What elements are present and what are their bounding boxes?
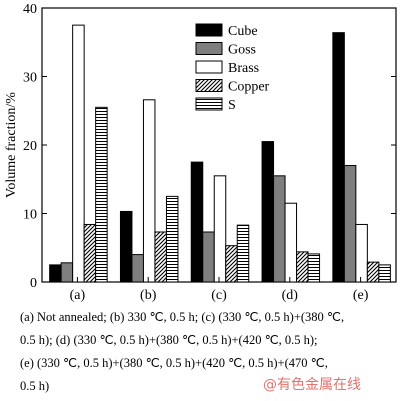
x-tick-label: (a) (70, 288, 86, 303)
y-tick-label: 40 (23, 2, 37, 17)
bar-copper-1 (154, 231, 167, 283)
bar-copper-4 (366, 261, 380, 283)
y-axis-label: Volume fraction/% (4, 92, 19, 198)
y-tick-label: 0 (30, 276, 37, 291)
legend-swatch-cube (195, 23, 223, 37)
bar-goss-4 (343, 165, 357, 283)
bar-s-4 (378, 264, 391, 283)
bar-brass-4 (355, 223, 368, 283)
caption-line-4: 0.5 h) (20, 379, 50, 393)
legend-swatch-brass (195, 60, 223, 74)
bar-s-2 (236, 224, 250, 283)
bar-brass-1 (142, 99, 156, 283)
x-tick-label: (d) (282, 288, 299, 303)
y-axis: 0 10 20 30 40 (23, 2, 396, 291)
x-tick-label: (b) (140, 288, 157, 303)
bar-goss-2 (202, 231, 215, 283)
bar-copper-2 (225, 245, 238, 283)
bar-copper-0 (83, 223, 97, 283)
bar-s-1 (165, 195, 179, 283)
legend-label-cube: Cube (228, 24, 258, 39)
bar-s-0 (95, 106, 108, 283)
bar-goss-3 (273, 175, 286, 283)
legend-swatch-s (195, 97, 223, 111)
caption-line-2: 0.5 h); (d) (330 ℃, 0.5 h)+(380 ℃, 0.5 h… (20, 333, 318, 347)
bar-brass-0 (72, 24, 85, 283)
legend-label-brass: Brass (228, 61, 259, 76)
x-axis: (a) (b) (c) (d) (e) (70, 277, 369, 303)
x-tick-label: (c) (211, 288, 227, 303)
legend-label-copper: Copper (228, 80, 270, 95)
y-tick-label: 20 (23, 139, 37, 154)
bar-cube-2 (190, 161, 204, 283)
bar-goss-0 (60, 262, 74, 283)
legend-swatch-goss (195, 42, 223, 55)
bar-copper-3 (296, 251, 309, 283)
bars (49, 24, 391, 283)
legend-label-goss: Goss (228, 43, 256, 58)
bar-goss-1 (131, 254, 144, 283)
bar-cube-1 (119, 210, 133, 283)
caption-line-1: (a) Not annealed; (b) 330 ℃, 0.5 h; (c) … (20, 310, 345, 324)
bar-s-3 (307, 253, 321, 283)
bar-cube-4 (332, 32, 345, 283)
legend-swatch-copper (195, 79, 223, 92)
y-tick-label: 30 (23, 71, 37, 86)
x-tick-label: (e) (353, 288, 369, 303)
bar-brass-3 (284, 202, 298, 283)
y-tick-label: 10 (23, 208, 37, 223)
caption-line-3: (e) (330 ℃, 0.5 h)+(380 ℃, 0.5 h)+(420 ℃… (20, 356, 328, 370)
bar-brass-2 (213, 175, 227, 283)
watermark: @有色金属在线 (263, 377, 361, 393)
legend: Cube Goss Brass Copper S (195, 23, 270, 113)
bar-cube-0 (49, 264, 62, 283)
bar-cube-3 (261, 141, 275, 283)
legend-label-s: S (228, 98, 236, 113)
